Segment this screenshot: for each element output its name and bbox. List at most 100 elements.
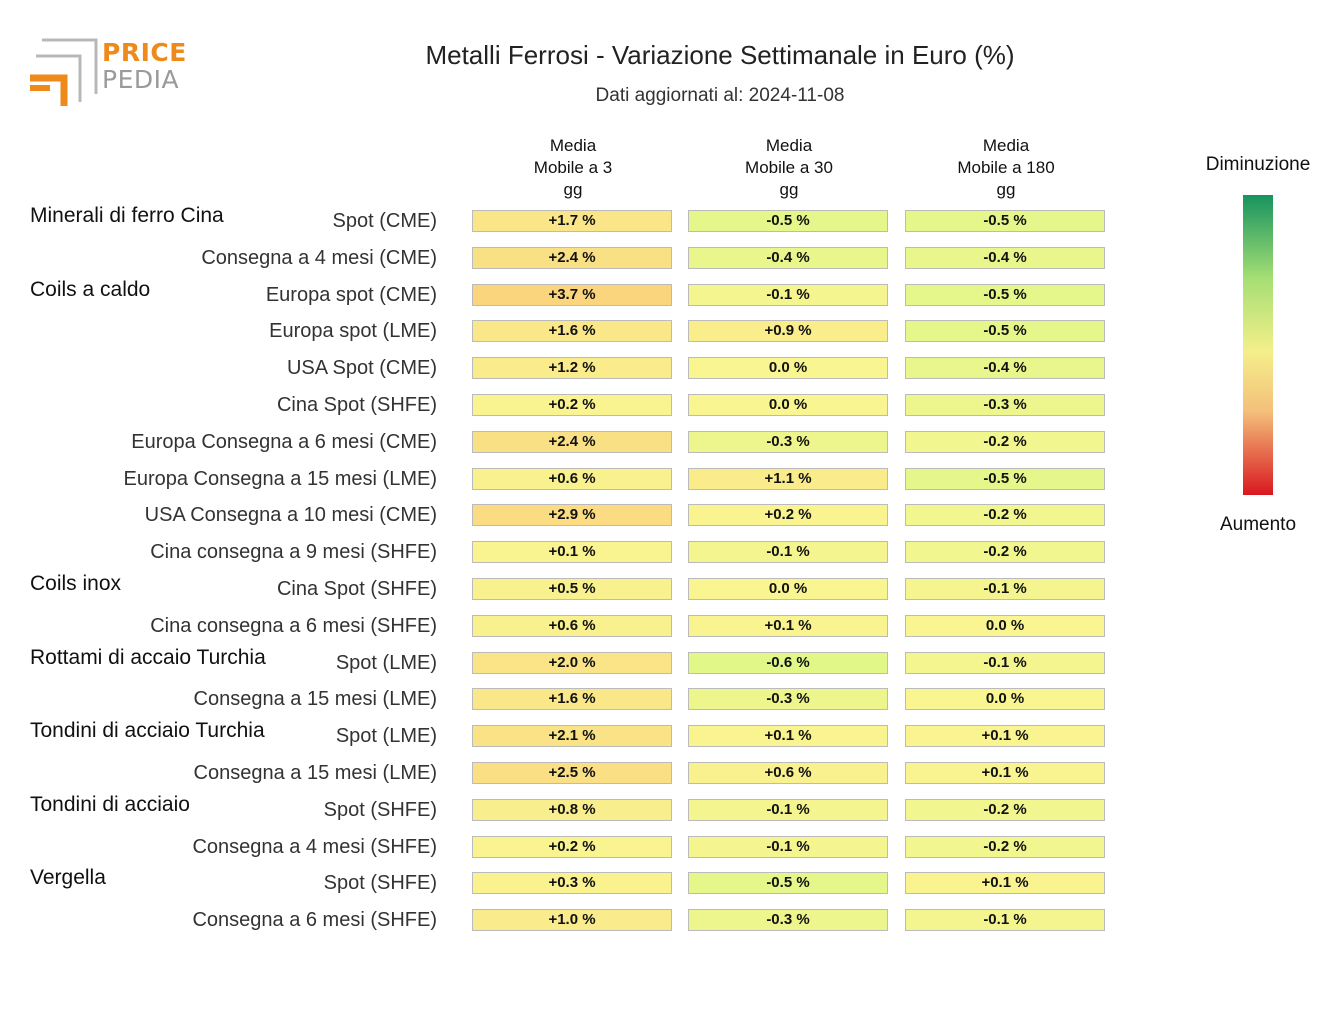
heatmap-cell: +2.0 % [472, 651, 672, 674]
row-label: Cina consegna a 6 mesi (SHFE) [150, 614, 437, 637]
heatmap-cell: -0.5 % [688, 210, 888, 232]
row-label: Cina consegna a 9 mesi (SHFE) [150, 541, 437, 564]
heatmap-cell: -0.1 % [688, 283, 888, 306]
chart-subtitle: Dati aggiornati al: 2024-11-08 [595, 85, 845, 106]
heatmap-cell: -0.4 % [688, 246, 888, 269]
legend-bottom-label: Aumento [1219, 514, 1297, 535]
heatmap-cell: +2.1 % [472, 725, 672, 748]
heatmap-cell: +0.3 % [472, 872, 672, 895]
heatmap-cell: -0.5 % [905, 320, 1105, 343]
column-header-line: Media [982, 136, 1030, 155]
group-label: Tondini di acciaio [30, 792, 190, 816]
heatmap-cell: -0.5 % [905, 210, 1105, 232]
heatmap-cell: -0.1 % [688, 798, 888, 821]
heatmap-cell: +0.6 % [688, 762, 888, 784]
column-header-line: Mobile a 3 [533, 158, 613, 177]
heatmap-cell: -0.5 % [905, 467, 1105, 490]
heatmap-cell: +2.5 % [472, 762, 672, 784]
row-label: Europa Consegna a 15 mesi (LME) [123, 467, 438, 490]
heatmap-cell: +0.5 % [472, 578, 672, 600]
heatmap-cell: -0.3 % [905, 394, 1105, 416]
row-label: Cina Spot (SHFE) [276, 394, 437, 416]
legend-top-label: Diminuzione [1205, 154, 1311, 175]
column-header-line: gg [563, 180, 583, 199]
column-header-2: Media Mobile a 30 gg [688, 135, 890, 201]
row-label: Spot (CME) [332, 210, 437, 232]
heatmap-cell: +0.2 % [472, 394, 672, 416]
heatmap-cell: -0.2 % [905, 835, 1105, 858]
heatmap-cell: 0.0 % [688, 357, 888, 380]
column-header-line: Mobile a 180 [957, 158, 1055, 177]
heatmap-cell: -0.2 % [905, 504, 1105, 527]
row-label: Consegna a 15 mesi (LME) [193, 688, 437, 711]
row-label: USA Consegna a 10 mesi (CME) [144, 504, 437, 527]
column-header-line: Media [549, 136, 597, 155]
row-label: Europa Consegna a 6 mesi (CME) [131, 430, 437, 453]
heatmap-cell: +2.9 % [472, 504, 672, 527]
column-header-line: Media [765, 136, 813, 155]
heatmap-cell: -0.2 % [905, 798, 1105, 821]
heatmap-cell: +2.4 % [472, 430, 672, 453]
group-label: Vergella [30, 866, 106, 890]
heatmap-cell: +0.1 % [688, 614, 888, 637]
heatmap-cell: +0.8 % [472, 798, 672, 821]
group-label: Coils inox [30, 572, 122, 595]
heatmap-cell: -0.1 % [905, 651, 1105, 674]
heatmap-cell: +1.2 % [472, 357, 672, 380]
group-label: Minerali di ferro Cina [30, 204, 224, 227]
row-label: Spot (SHFE) [323, 798, 437, 821]
heatmap-cell: +0.1 % [472, 541, 672, 564]
column-header-1: Media Mobile a 3 gg [472, 135, 674, 201]
legend-color-bar [1243, 195, 1273, 495]
heatmap-cell: +0.1 % [905, 872, 1105, 895]
heatmap-cell: -0.1 % [688, 835, 888, 858]
heatmap-cell: -0.6 % [688, 651, 888, 674]
heatmap-cell: -0.5 % [688, 872, 888, 895]
group-label: Tondini di acciaio Turchia [30, 719, 265, 743]
row-label: Spot (LME) [335, 725, 437, 748]
row-label: Europa spot (CME) [265, 283, 437, 306]
column-header-3: Media Mobile a 180 gg [905, 135, 1107, 201]
heatmap-cell: -0.2 % [905, 430, 1105, 453]
logo-text-price: PRICE [102, 38, 187, 67]
heatmap-cell: +0.1 % [688, 725, 888, 748]
row-label: Consegna a 4 mesi (CME) [201, 246, 437, 269]
heatmap-cell: 0.0 % [905, 688, 1105, 711]
row-label: Consegna a 15 mesi (LME) [193, 762, 437, 784]
chart-title: Metalli Ferrosi - Variazione Settimanale… [425, 40, 1015, 70]
heatmap-cell: +3.7 % [472, 283, 672, 306]
logo-mark [30, 38, 98, 106]
row-label: Cina Spot (SHFE) [276, 578, 437, 600]
heatmap-cell: -0.2 % [905, 541, 1105, 564]
heatmap-cell: -0.1 % [905, 578, 1105, 600]
heatmap-cell: -0.4 % [905, 246, 1105, 269]
heatmap-cell: 0.0 % [688, 394, 888, 416]
heatmap-cell: +0.1 % [905, 762, 1105, 784]
heatmap-cell: +0.6 % [472, 614, 672, 637]
heatmap-cell: +0.1 % [905, 725, 1105, 748]
heatmap-cell: +0.9 % [688, 320, 888, 343]
heatmap-cell: 0.0 % [688, 578, 888, 600]
heatmap-cell: +1.0 % [472, 909, 672, 932]
logo-text-pedia: PEDIA [102, 65, 180, 94]
row-label: Spot (LME) [335, 651, 437, 674]
column-header-line: gg [779, 180, 799, 199]
heatmap-cell: 0.0 % [905, 614, 1105, 637]
heatmap-cell: +0.2 % [688, 504, 888, 527]
group-label: Coils a caldo [30, 277, 151, 301]
heatmap-cell: +0.6 % [472, 467, 672, 490]
heatmap-cell: +0.2 % [472, 835, 672, 858]
heatmap-cell: +2.4 % [472, 246, 672, 269]
group-label: Rottami di accaio Turchia [30, 645, 266, 669]
row-label: Spot (SHFE) [323, 872, 437, 895]
heatmap-cell: -0.5 % [905, 283, 1105, 306]
heatmap-cell: -0.1 % [688, 541, 888, 564]
heatmap-cell: -0.3 % [688, 688, 888, 711]
heatmap-cell: -0.3 % [688, 430, 888, 453]
column-header-line: Mobile a 30 [745, 158, 833, 177]
heatmap-cell: +1.6 % [472, 320, 672, 343]
heatmap-cell: +1.1 % [688, 467, 888, 490]
row-label: USA Spot (CME) [286, 357, 437, 380]
heatmap-cell: -0.4 % [905, 357, 1105, 380]
heatmap-cell: +1.7 % [472, 210, 672, 232]
